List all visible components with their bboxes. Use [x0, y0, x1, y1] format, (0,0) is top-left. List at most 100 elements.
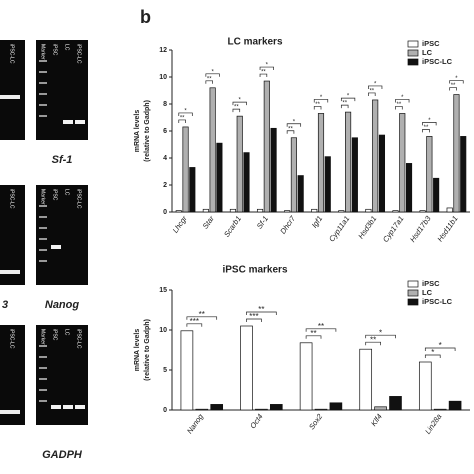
bar — [345, 111, 352, 213]
significance-bracket — [186, 323, 203, 327]
legend-swatch — [407, 58, 419, 66]
gel-band — [39, 378, 47, 380]
significance-bracket — [395, 99, 410, 103]
bar — [372, 99, 379, 213]
chart-title: iPSC markers — [222, 265, 287, 276]
significance-label: ** — [199, 310, 205, 319]
y-tick-label: 4 — [163, 155, 167, 162]
significance-label: * — [379, 328, 382, 337]
bar — [389, 396, 402, 411]
lane-label: iPSC-LC — [9, 189, 15, 209]
x-tick-label: Sf-1 — [255, 214, 270, 230]
legend-label: LC — [422, 288, 433, 297]
bar — [460, 136, 467, 213]
bar — [202, 208, 209, 213]
significance-label: *** — [190, 317, 199, 326]
bar — [392, 210, 399, 213]
legend-swatch — [407, 49, 419, 57]
gel-band — [39, 356, 47, 358]
bar — [216, 142, 223, 213]
y-tick-label: 15 — [159, 287, 167, 294]
lane-label: iPSC-LC — [76, 44, 82, 64]
bar — [418, 361, 432, 411]
bar — [426, 136, 433, 213]
significance-label: * — [374, 82, 377, 88]
significance-label: ** — [424, 125, 429, 131]
significance-bracket — [232, 101, 247, 106]
significance-bracket — [313, 106, 322, 110]
gel-band — [39, 93, 47, 95]
bar — [180, 330, 194, 411]
bar — [255, 408, 268, 411]
significance-bracket — [232, 108, 241, 113]
significance-bracket — [305, 328, 337, 332]
significance-label: * — [431, 348, 434, 357]
significance-label: ** — [258, 305, 264, 314]
gel-image — [0, 40, 25, 140]
bar — [324, 156, 331, 213]
significance-bracket — [186, 316, 218, 320]
x-tick-label: Oct4 — [248, 412, 264, 430]
gel-image — [0, 325, 25, 425]
bar — [175, 210, 182, 213]
significance-bracket — [246, 311, 277, 315]
y-axis-label: mRNA levels — [134, 110, 141, 153]
gel-band — [39, 227, 47, 229]
x-tick-label: Nanog — [185, 411, 206, 435]
bar — [446, 207, 453, 213]
bar — [453, 94, 460, 213]
gel-band — [39, 216, 47, 218]
significance-bracket — [178, 119, 186, 123]
significance-label: ** — [310, 329, 316, 338]
lane-label: iPSC-LC — [9, 329, 15, 349]
gel-band — [0, 270, 20, 274]
significance-bracket — [246, 318, 262, 322]
bar — [399, 113, 406, 213]
legend-swatch — [407, 280, 419, 288]
significance-label: * — [428, 118, 431, 124]
significance-label: ** — [397, 102, 402, 108]
significance-label: * — [293, 119, 296, 125]
x-tick-label: Cyp11a1 — [327, 214, 351, 243]
bar — [182, 126, 189, 213]
x-tick-label: Sox2 — [307, 411, 325, 431]
lane-label: iPSC — [52, 189, 58, 201]
legend-swatch — [407, 298, 419, 306]
lane-label: iPSC-LC — [76, 189, 82, 209]
bar — [317, 113, 325, 213]
bar — [189, 167, 196, 213]
bar — [240, 325, 253, 411]
y-tick-label: 2 — [163, 182, 167, 189]
lane-label: Marker — [40, 329, 46, 345]
bar — [359, 348, 373, 411]
bar — [311, 208, 318, 213]
significance-label: *** — [249, 312, 258, 321]
significance-label: ** — [451, 83, 456, 89]
bar — [290, 137, 297, 213]
legend-label: LC — [422, 48, 433, 57]
significance-label: * — [401, 95, 404, 101]
bar — [284, 210, 291, 213]
gel-caption: Nanog — [45, 299, 80, 311]
lane-label: LC — [64, 44, 70, 51]
significance-bracket — [205, 73, 220, 77]
gel-band — [39, 400, 47, 402]
x-tick-label: Hsd3b1 — [356, 214, 378, 240]
gel-image — [36, 185, 88, 285]
bar — [263, 80, 270, 213]
bar — [236, 115, 243, 213]
gel-band — [51, 405, 61, 409]
bar — [314, 408, 328, 411]
significance-bracket — [422, 122, 437, 126]
x-tick-label: Scarb1 — [222, 214, 243, 239]
gel-caption: 3 — [2, 299, 8, 311]
bar — [297, 175, 304, 213]
lane-label: Marker — [40, 189, 46, 205]
significance-bracket — [368, 85, 383, 89]
significance-label: ** — [318, 322, 324, 331]
x-tick-label: Lin28a — [423, 412, 443, 436]
significance-label: ** — [315, 102, 320, 108]
significance-bracket — [313, 99, 329, 103]
gel-caption: GADPH — [42, 449, 83, 461]
significance-bracket — [395, 106, 403, 110]
